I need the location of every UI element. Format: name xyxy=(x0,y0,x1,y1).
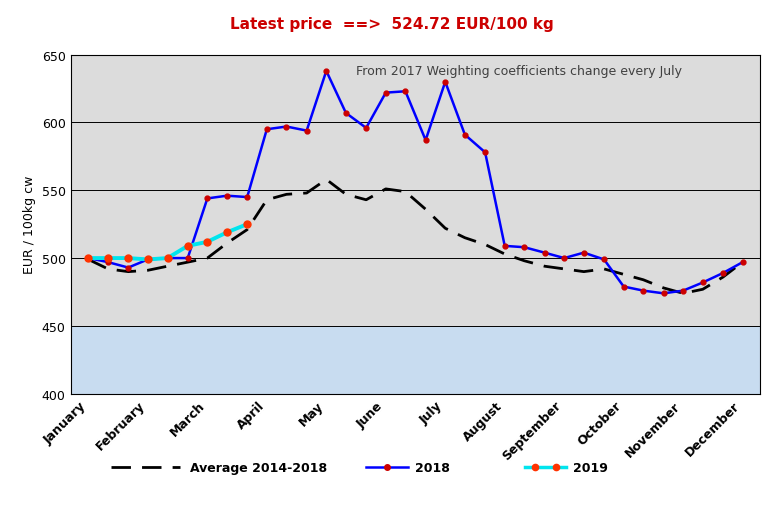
Text: 2018: 2018 xyxy=(415,461,449,474)
Text: Latest price  ==>  524.72 EUR/100 kg: Latest price ==> 524.72 EUR/100 kg xyxy=(230,17,554,31)
Bar xyxy=(71,56,760,326)
Text: 2019: 2019 xyxy=(573,461,608,474)
Y-axis label: EUR / 100kg cw: EUR / 100kg cw xyxy=(24,176,36,274)
Text: Average 2014-2018: Average 2014-2018 xyxy=(191,461,328,474)
Bar xyxy=(71,326,760,394)
Text: From 2017 Weighting coefficients change every July: From 2017 Weighting coefficients change … xyxy=(356,65,682,78)
